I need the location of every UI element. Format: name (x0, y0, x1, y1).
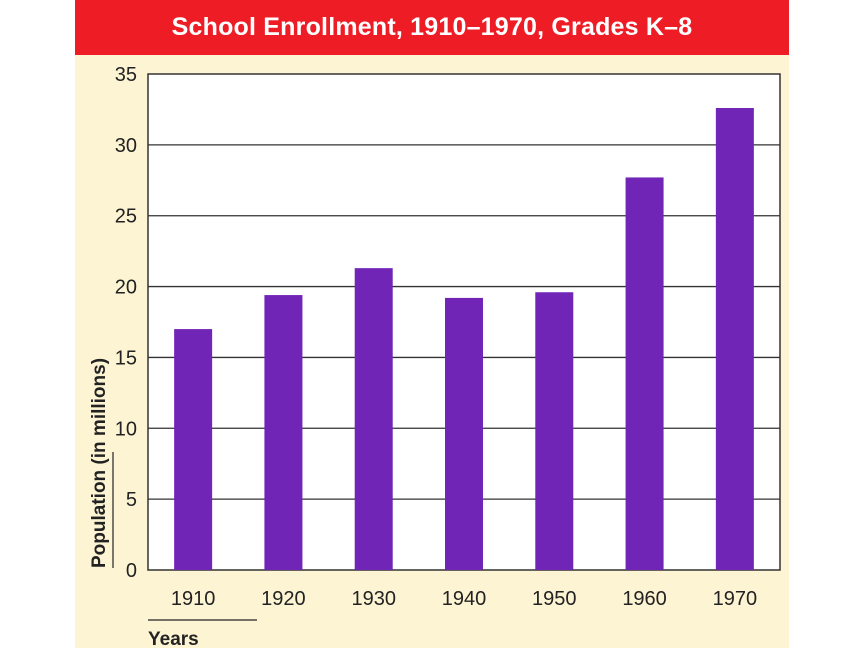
bar-1950 (535, 292, 574, 570)
y-tick-label: 15 (115, 347, 137, 369)
x-tick-label: 1940 (442, 588, 487, 610)
chart-title: School Enrollment, 1910–1970, Grades K–8 (171, 13, 693, 41)
x-tick-label: 1960 (622, 588, 667, 610)
x-tick-label: 1950 (532, 588, 577, 610)
y-axis-label: Population (in millions) (89, 358, 110, 568)
y-tick-label: 30 (115, 135, 137, 157)
x-tick-labels: 1910 1920 1930 1940 1950 1960 1970 (171, 588, 757, 610)
bars (174, 108, 754, 571)
y-tick-label: 5 (126, 489, 137, 511)
y-tick-label: 25 (115, 206, 137, 228)
y-tick-label: 35 (115, 64, 137, 86)
bar-1940 (445, 297, 483, 570)
bar-1920 (264, 295, 303, 570)
x-tick-label: 1970 (713, 588, 758, 610)
bar-1960 (625, 177, 664, 571)
x-axis-label: Years (148, 629, 199, 648)
bar-1970 (715, 108, 754, 571)
bar-1930 (354, 268, 393, 570)
x-tick-label: 1920 (261, 588, 306, 610)
x-tick-label: 1910 (171, 588, 216, 610)
title-bar: School Enrollment, 1910–1970, Grades K–8 (75, 0, 789, 55)
y-tick-labels: 0 5 10 15 20 25 30 35 (115, 64, 137, 582)
chart-panel: School Enrollment, 1910–1970, Grades K–8… (75, 0, 789, 648)
y-tick-label: 0 (126, 560, 137, 582)
bar-1910 (174, 329, 213, 570)
y-tick-label: 10 (115, 418, 137, 440)
y-tick-label: 20 (115, 277, 137, 299)
x-tick-label: 1930 (351, 588, 396, 610)
